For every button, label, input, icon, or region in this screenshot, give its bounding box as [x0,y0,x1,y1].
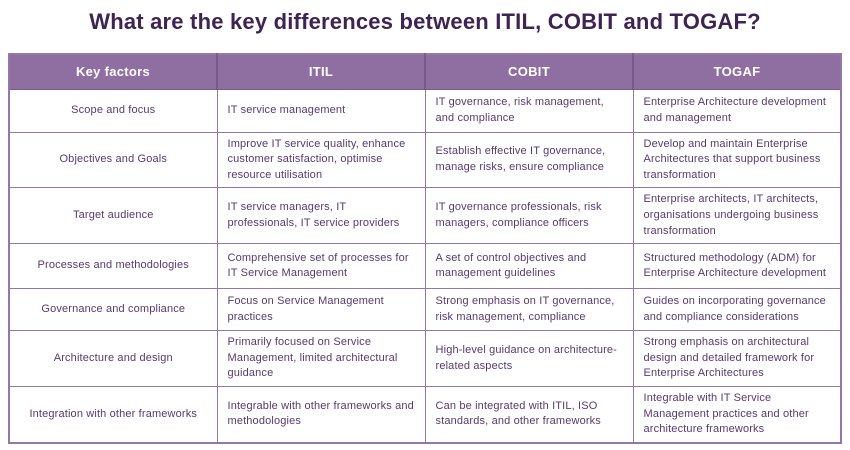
table-row: Processes and methodologies Comprehensiv… [8,243,842,290]
cobit-cell: Establish effective IT governance, manag… [424,131,634,189]
itil-cell: Focus on Service Management practices [216,288,426,332]
factor-cell: Scope and focus [8,88,218,133]
cobit-cell: High-level guidance on architecture-rela… [424,330,634,387]
table-row: Governance and compliance Focus on Servi… [8,288,842,332]
table-row: Objectives and Goals Improve IT service … [8,131,842,189]
column-header-cobit: COBIT [424,54,633,90]
togaf-cell: Structured methodology (ADM) for Enterpr… [632,243,842,290]
column-header-togaf: TOGAF [632,54,841,90]
table-row: Target audience IT service managers, IT … [8,187,842,245]
column-header-key-factors: Key factors [9,54,217,90]
itil-cell: IT service managers, IT professionals, I… [216,187,426,245]
table-row: Architecture and design Primarily focuse… [8,330,842,387]
table-row: Integration with other frameworks Integr… [8,385,842,444]
cobit-cell: IT governance, risk management, and comp… [424,88,634,133]
factor-cell: Governance and compliance [8,288,218,332]
table-header-row: Key factors ITIL COBIT TOGAF [9,54,841,90]
cobit-cell: Can be integrated with ITIL, ISO standar… [424,385,634,444]
table-row: Scope and focus IT service management IT… [8,88,842,133]
page-title: What are the key differences between ITI… [89,9,761,34]
itil-cell: Comprehensive set of processes for IT Se… [216,243,426,290]
togaf-cell: Develop and maintain Enterprise Architec… [632,131,842,189]
cobit-cell: A set of control objectives and manageme… [424,243,634,290]
column-header-itil: ITIL [216,54,425,90]
factor-cell: Objectives and Goals [8,131,218,189]
togaf-cell: Strong emphasis on architectural design … [632,330,842,387]
togaf-cell: Enterprise Architecture development and … [632,88,842,133]
comparison-table: Key factors ITIL COBIT TOGAF Scope and f… [8,53,842,444]
cobit-cell: Strong emphasis on IT governance, risk m… [424,288,634,332]
itil-cell: IT service management [216,88,426,133]
factor-cell: Processes and methodologies [8,243,218,290]
togaf-cell: Integrable with IT Service Management pr… [632,385,842,444]
togaf-cell: Guides on incorporating governance and c… [632,288,842,332]
cobit-cell: IT governance professionals, risk manage… [424,187,634,245]
itil-cell: Integrable with other frameworks and met… [216,385,426,444]
itil-cell: Primarily focused on Service Management,… [216,330,426,387]
factor-cell: Integration with other frameworks [8,385,218,444]
togaf-cell: Enterprise architects, IT architects, or… [632,187,842,245]
itil-cell: Improve IT service quality, enhance cust… [216,131,426,189]
factor-cell: Target audience [8,187,218,245]
factor-cell: Architecture and design [8,330,218,387]
